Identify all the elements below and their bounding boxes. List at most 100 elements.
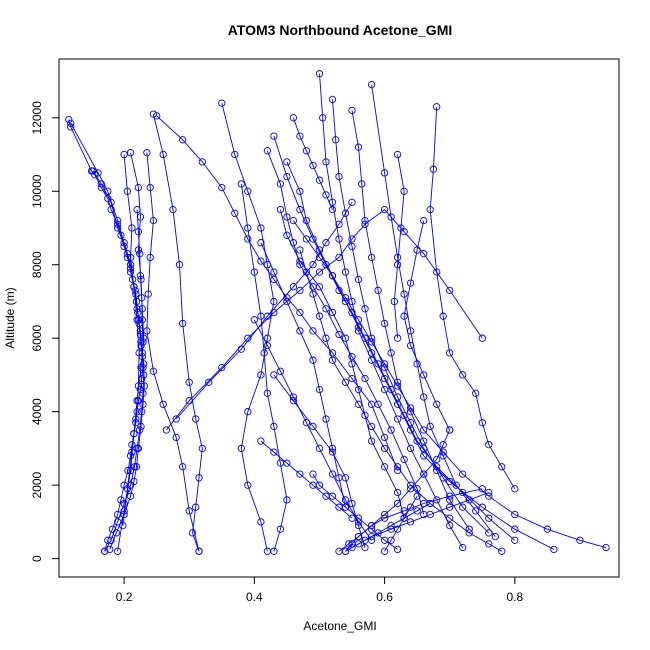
data-point [130, 477, 138, 486]
data-point [328, 470, 337, 478]
data-point [478, 334, 486, 342]
data-point [144, 290, 152, 298]
data-point [124, 466, 132, 475]
data-point [459, 503, 467, 511]
data-point [134, 246, 143, 254]
data-point [126, 253, 135, 262]
data-point [126, 261, 135, 269]
data-point [367, 334, 376, 342]
data-point [328, 448, 337, 456]
data-point [433, 103, 441, 111]
data-point [328, 356, 337, 364]
data-point [289, 283, 298, 291]
data-point [143, 149, 151, 157]
data-point [485, 441, 493, 449]
series-14 [270, 132, 519, 544]
data-point [283, 459, 291, 467]
data-point [348, 499, 356, 508]
data-point [420, 452, 428, 460]
data-point [133, 408, 141, 416]
data-point [132, 463, 141, 471]
data-point [218, 363, 226, 372]
data-point [380, 433, 389, 442]
data-point [134, 444, 143, 453]
data-point [426, 422, 434, 431]
data-point [380, 385, 389, 394]
series-line [92, 170, 145, 550]
data-point [257, 224, 265, 232]
data-point [413, 246, 421, 254]
data-point [137, 338, 145, 346]
series-line [273, 374, 366, 548]
data-point [354, 400, 363, 408]
series-12 [237, 180, 291, 555]
data-point [446, 492, 454, 500]
data-point [315, 176, 324, 184]
data-point [367, 437, 376, 445]
data-point [498, 463, 506, 471]
data-point [146, 253, 154, 262]
data-point [128, 448, 136, 456]
data-point [335, 235, 343, 243]
series-22 [426, 103, 519, 493]
data-point [459, 371, 467, 379]
data-point [97, 180, 105, 188]
data-point [341, 378, 350, 386]
series-line [240, 183, 288, 552]
data-point [139, 338, 147, 346]
data-point [358, 180, 366, 188]
data-point [322, 492, 330, 500]
data-point [263, 341, 272, 350]
data-point [387, 349, 395, 357]
data-point [406, 426, 415, 434]
data-point [120, 499, 128, 508]
y-axis-label: Altitude (m) [3, 287, 17, 348]
series-line [122, 154, 140, 526]
x-axis-label: Acetone_GMI [303, 619, 376, 633]
data-point [153, 112, 161, 120]
data-point [335, 172, 343, 181]
series-line [429, 106, 516, 490]
data-point [322, 239, 330, 247]
data-point [328, 95, 337, 104]
series-line [117, 152, 145, 552]
data-point [341, 294, 350, 302]
data-point [400, 290, 408, 298]
data-point [270, 132, 278, 140]
data-point [283, 172, 291, 181]
data-point [341, 496, 350, 504]
series-line [273, 135, 516, 541]
data-point [309, 356, 317, 364]
series-line [384, 495, 418, 552]
data-point [439, 452, 447, 460]
series-line [279, 209, 405, 519]
series-line [312, 473, 398, 550]
series-line [338, 488, 483, 552]
data-point [387, 525, 395, 533]
data-point [188, 529, 197, 537]
series-6 [143, 149, 203, 555]
y-tick-label: 10000 [30, 174, 44, 208]
data-point [159, 400, 167, 408]
data-point [67, 119, 75, 127]
data-point [348, 106, 356, 115]
data-point [550, 545, 558, 554]
data-point [270, 371, 278, 379]
data-point [137, 422, 145, 431]
series-20 [348, 106, 473, 533]
data-point [420, 393, 428, 401]
data-point [335, 220, 343, 228]
data-point [380, 374, 389, 383]
data-point [128, 441, 136, 449]
data-point [263, 147, 272, 155]
series-line [403, 220, 451, 431]
data-point [133, 205, 141, 214]
data-point [485, 540, 493, 548]
data-point [446, 286, 454, 295]
data-point [361, 536, 369, 544]
series-line [292, 117, 333, 210]
data-point [198, 444, 206, 453]
data-point [328, 205, 337, 214]
data-point [406, 518, 415, 526]
data-point [465, 529, 473, 537]
